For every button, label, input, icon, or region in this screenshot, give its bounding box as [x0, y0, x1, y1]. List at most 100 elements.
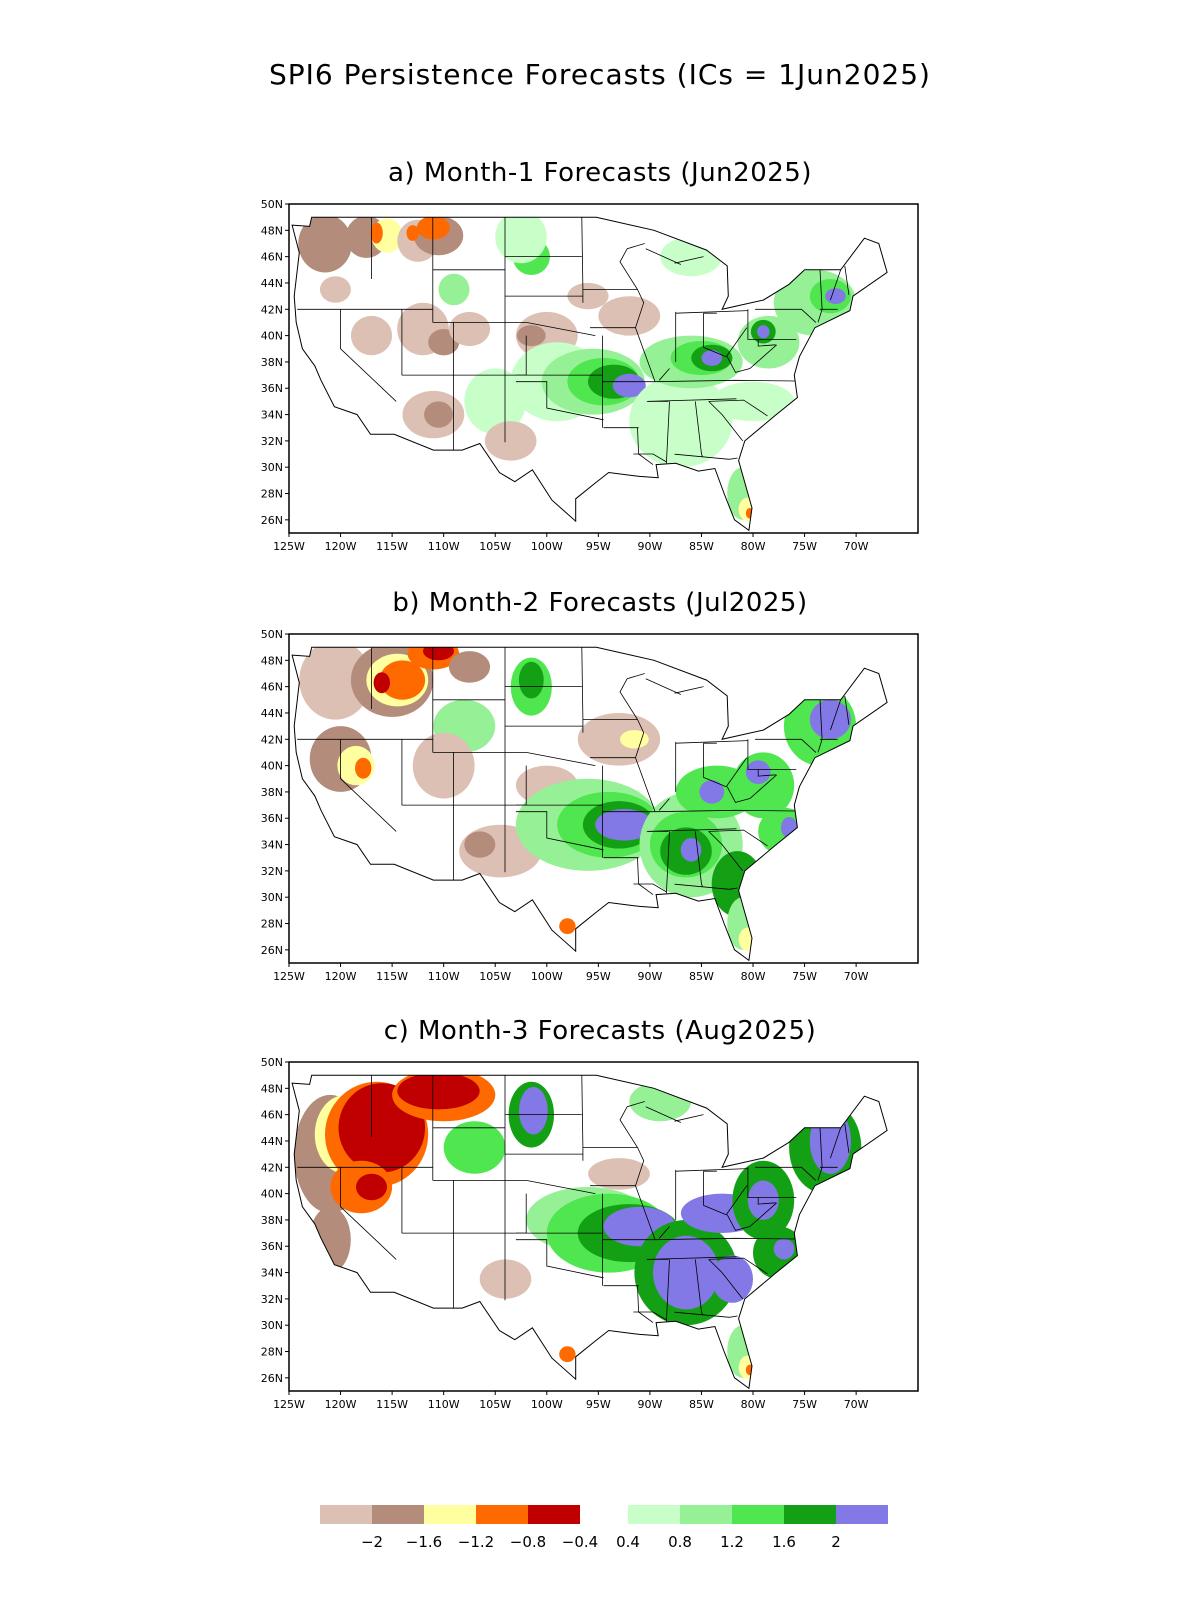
state-border	[633, 1311, 667, 1321]
lon-label: 95W	[586, 540, 611, 553]
state-border	[830, 1127, 842, 1159]
state-border	[708, 1257, 768, 1275]
colorbar-label: 1.2	[720, 1533, 744, 1551]
lon-label: 90W	[637, 1398, 662, 1411]
state-border	[515, 381, 604, 421]
lon-label: 75W	[792, 540, 817, 553]
spi-region-m2-m16	[416, 217, 450, 240]
spi-region-ge-p2	[612, 373, 646, 398]
spi-region-m08-m04	[412, 732, 475, 799]
map-month-3: 26N 28N 30N 32N 34N 36N 38N 40N 42N 44N 46N 48N 50N 1…	[261, 1056, 919, 1411]
state-border	[619, 673, 645, 720]
spi-region-m12-m08	[298, 217, 352, 273]
lat-label: 34N	[261, 1267, 283, 1280]
lat-label: 26N	[261, 944, 283, 957]
spi-region-m2-m16	[559, 1346, 576, 1363]
spi-region-p12-p16	[443, 1121, 506, 1174]
colorbar-label: −1.2	[458, 1533, 494, 1551]
colorbar-swatch-m2-m16	[476, 1505, 528, 1524]
spi-region-ge-p2	[653, 1235, 719, 1310]
lon-label: 75W	[792, 970, 817, 983]
lat-label: 32N	[261, 865, 283, 878]
colorbar-swatch-ge-p2	[836, 1505, 888, 1524]
state-border	[515, 1239, 604, 1279]
lat-label: 36N	[261, 812, 283, 825]
lat-label: 32N	[261, 1293, 283, 1306]
state-border	[646, 398, 737, 402]
lon-label: 120W	[325, 970, 357, 983]
state-border	[757, 769, 776, 777]
state-border	[703, 1185, 748, 1216]
state-border	[637, 857, 654, 895]
state-border	[340, 309, 397, 402]
lat-label: 40N	[261, 330, 283, 343]
lat-label: 30N	[261, 461, 283, 474]
lon-label: 85W	[689, 1398, 714, 1411]
lon-label: 110W	[428, 540, 460, 553]
lon-label: 100W	[531, 1398, 563, 1411]
lat-label: 36N	[261, 1240, 283, 1253]
colorbar-swatch-m08-m04	[320, 1505, 372, 1524]
state-border	[633, 453, 667, 463]
state-border	[619, 1101, 645, 1148]
spi-region-ge-p2	[701, 350, 723, 366]
lon-label: 95W	[586, 1398, 611, 1411]
colorbar-label: 2	[831, 1533, 841, 1551]
spi-region-m08-m04	[299, 647, 372, 720]
colorbar-label: −2	[361, 1533, 383, 1551]
colorbar-swatch-m12-m08	[372, 1505, 424, 1524]
lon-label: 70W	[844, 1398, 869, 1411]
spi-region-m08-m04	[479, 1259, 532, 1299]
colorbar-label: 0.4	[616, 1533, 640, 1551]
state-border	[646, 1256, 737, 1260]
spi-region-m08-m04	[588, 1158, 650, 1190]
spi-region-m2-m16	[559, 918, 576, 935]
lat-label: 46N	[261, 681, 283, 694]
state-border	[637, 1285, 654, 1323]
state-border	[675, 310, 748, 314]
lon-label: 110W	[428, 1398, 460, 1411]
state-border	[619, 243, 645, 290]
spi-region-le-m2	[373, 672, 390, 694]
state-border	[675, 1168, 748, 1172]
lon-label: 80W	[741, 540, 766, 553]
state-border	[844, 265, 850, 295]
spi-region-m16-m12	[620, 730, 649, 749]
state-border	[666, 401, 670, 464]
state-border	[747, 1167, 797, 1198]
state-border	[694, 1259, 703, 1315]
lat-label: 30N	[261, 891, 283, 904]
state-border	[645, 1106, 681, 1123]
colorbar-swatch-le-m2	[528, 1505, 580, 1524]
spi-region-p04-p08	[629, 375, 733, 468]
spi-region-p08-p12	[438, 273, 470, 306]
map-frame	[288, 633, 919, 964]
lon-label: 90W	[637, 970, 662, 983]
lat-label: 48N	[261, 654, 283, 667]
state-border	[694, 401, 703, 457]
state-border	[645, 678, 681, 695]
map-month-2: 26N 28N 30N 32N 34N 36N 38N 40N 42N 44N 46N 48N 50N 1…	[261, 628, 919, 983]
state-border	[747, 739, 797, 770]
spi-region-m08-m04	[350, 315, 393, 356]
us-coastline	[291, 1074, 888, 1390]
state-border	[526, 1180, 596, 1194]
state-border	[635, 289, 656, 382]
state-border	[637, 427, 654, 465]
lat-label: 42N	[261, 1161, 283, 1174]
lon-label: 105W	[479, 1398, 511, 1411]
lon-label: 115W	[376, 540, 408, 553]
lat-label: 44N	[261, 707, 283, 720]
colorbar-label: −0.8	[510, 1533, 546, 1551]
lat-label: 50N	[261, 1056, 283, 1069]
state-border	[655, 379, 796, 383]
state-border	[658, 798, 670, 811]
state-border	[755, 738, 817, 753]
lat-label: 38N	[261, 1214, 283, 1227]
state-border	[844, 1123, 850, 1153]
lon-label: 125W	[273, 540, 305, 553]
state-border	[655, 809, 796, 813]
spi-region-m2-m16	[406, 225, 419, 241]
colorbar-swatch-p12-p16	[732, 1505, 784, 1524]
map-frame	[288, 1061, 919, 1392]
